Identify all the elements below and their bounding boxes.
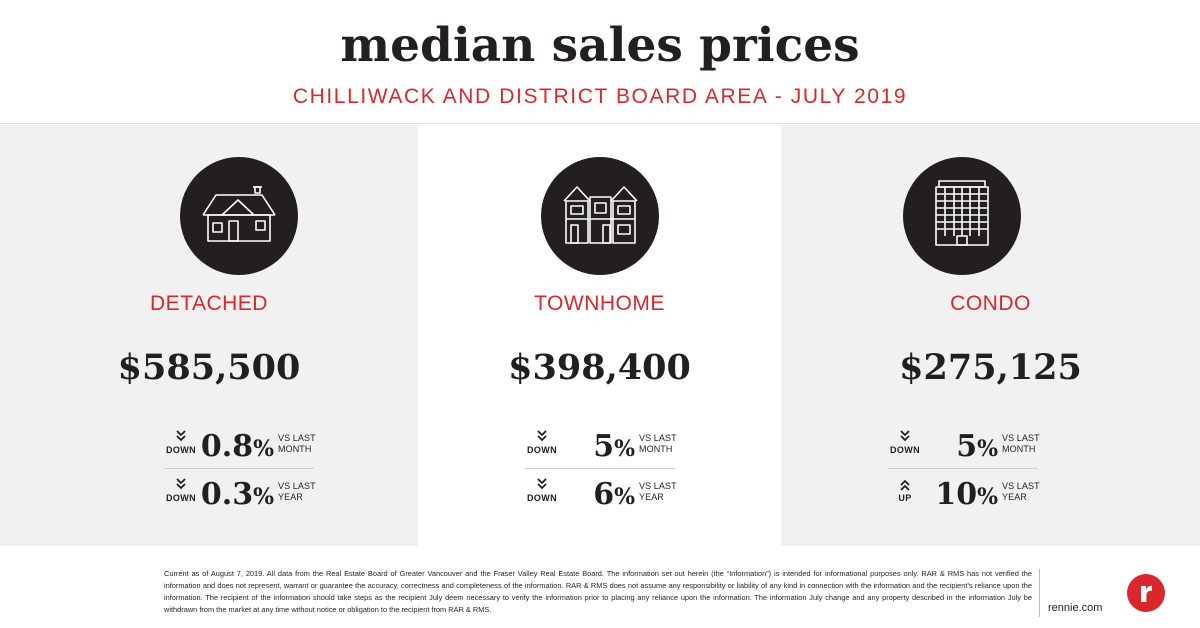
chevron-double-down-icon (176, 430, 186, 442)
property-type-label: DETACHED (150, 292, 268, 315)
chevron-double-down-icon (537, 478, 547, 490)
direction-indicator: DOWN (525, 430, 559, 455)
comparison-label: VS LAST YEAR (278, 481, 316, 502)
logo-letter (1141, 585, 1152, 602)
footer: Current as of August 7, 2019. All data f… (0, 547, 1200, 628)
direction-indicator: UP (888, 478, 922, 503)
direction-label: DOWN (165, 493, 197, 503)
median-price: $275,125 (899, 347, 1082, 388)
chevron-double-down-icon (537, 430, 547, 442)
stat-year: DOWN 6% VS LAST YEAR (525, 475, 677, 517)
percent-change: 6% (593, 477, 635, 512)
panel-detached: DETACHED $585,500 DOWN 0.8% VS LAST MONTH… (0, 125, 418, 546)
website-link[interactable]: rennie.com (1048, 602, 1103, 614)
direction-indicator: DOWN (164, 430, 198, 455)
disclaimer-text: Current as of August 7, 2019. All data f… (164, 569, 1032, 614)
chevron-double-down-icon (176, 478, 186, 490)
median-price: $398,400 (508, 347, 691, 388)
stat-month: DOWN 5% VS LAST MONTH (888, 427, 1040, 469)
direction-label: DOWN (165, 445, 197, 455)
direction-indicator: DOWN (888, 430, 922, 455)
direction-label: DOWN (526, 445, 558, 455)
comparison-label: VS LAST MONTH (639, 433, 677, 454)
page-title: median sales prices (340, 18, 860, 73)
property-type-label: CONDO (950, 292, 1031, 315)
condo-building-icon (903, 157, 1021, 275)
page-subtitle: CHILLIWACK AND DISTRICT BOARD AREA - JUL… (292, 85, 908, 108)
stat-month: DOWN 5% VS LAST MONTH (525, 427, 677, 469)
percent-change: 0.3% (200, 477, 274, 512)
header: median sales prices CHILLIWACK AND DISTR… (0, 0, 1200, 124)
comparison-label: VS LAST MONTH (278, 433, 316, 454)
rennie-logo-icon (1127, 574, 1165, 612)
percent-change: 0.8% (200, 429, 274, 464)
percent-change: 5% (593, 429, 635, 464)
direction-indicator: DOWN (525, 478, 559, 503)
stat-year: UP 10% VS LAST YEAR (888, 475, 1039, 517)
chevron-double-down-icon (900, 430, 910, 442)
percent-change: 5% (956, 429, 998, 464)
stat-year: DOWN 0.3% VS LAST YEAR (164, 475, 316, 517)
chevron-double-up-icon (900, 479, 910, 491)
median-price: $585,500 (117, 347, 301, 388)
panel-townhome: TOWNHOME $398,400 DOWN 5% VS LAST MONTH D… (418, 125, 781, 546)
percent-change: 10% (935, 477, 998, 512)
detached-house-icon (180, 157, 298, 275)
direction-label: UP (898, 493, 912, 503)
comparison-label: VS LAST MONTH (1002, 433, 1040, 454)
direction-label: DOWN (526, 493, 558, 503)
panel-condo: CONDO $275,125 DOWN 5% VS LAST MONTH UP 1… (781, 125, 1200, 546)
comparison-label: VS LAST YEAR (639, 481, 677, 502)
townhome-icon (541, 157, 659, 275)
direction-label: DOWN (889, 445, 921, 455)
stat-month: DOWN 0.8% VS LAST MONTH (164, 427, 316, 469)
property-type-label: TOWNHOME (534, 292, 665, 315)
comparison-label: VS LAST YEAR (1002, 481, 1040, 502)
footer-divider (1039, 569, 1040, 617)
direction-indicator: DOWN (164, 478, 198, 503)
